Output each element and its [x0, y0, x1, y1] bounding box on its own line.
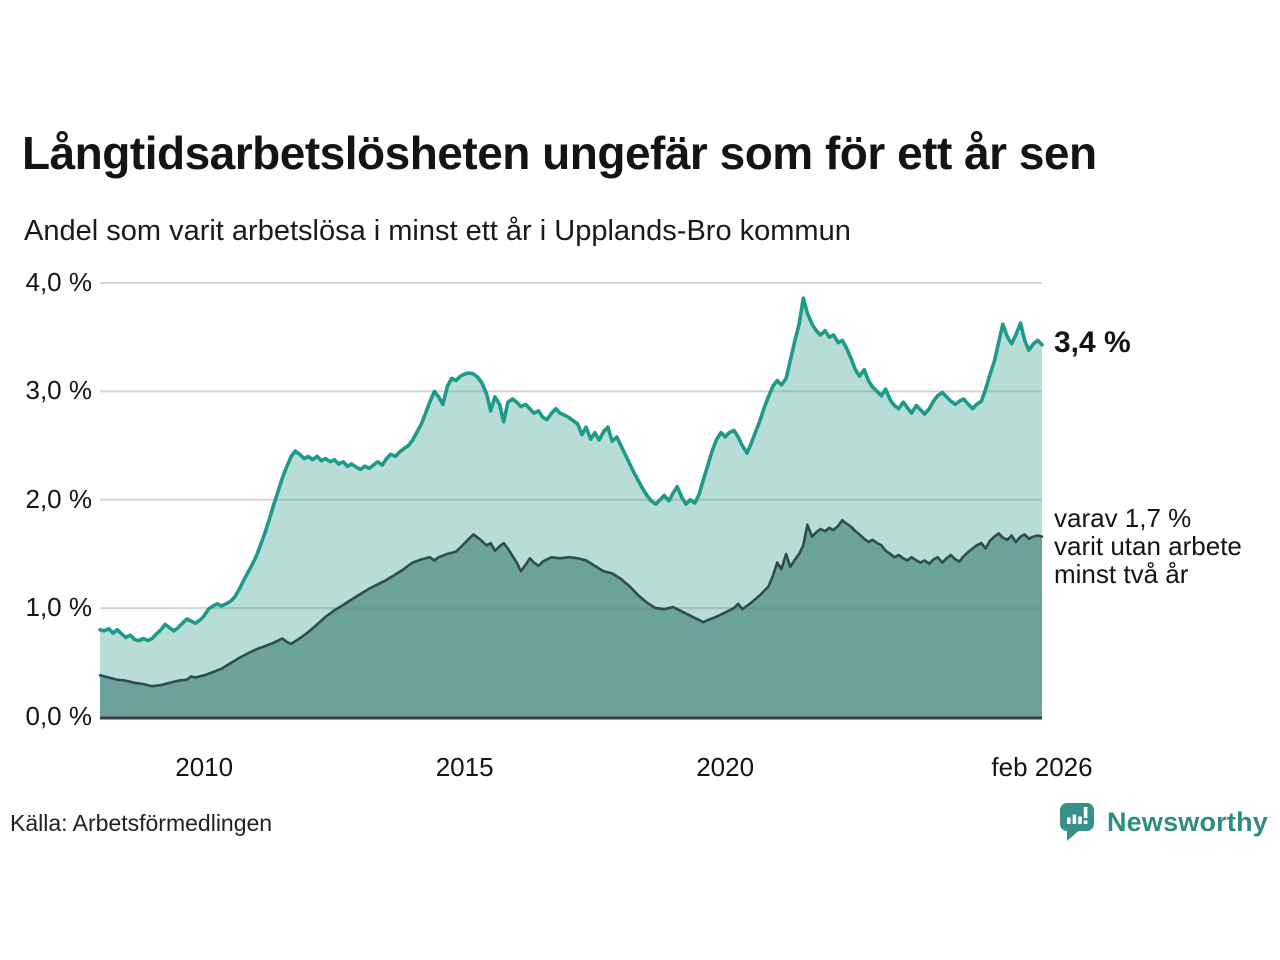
area-fill-min-two-years	[100, 520, 1042, 717]
x-tick-label: feb 2026	[991, 752, 1093, 782]
source-attribution: Källa: Arbetsförmedlingen	[10, 810, 273, 836]
x-tick-label: 2015	[435, 752, 494, 782]
page-title: Långtidsarbetslösheten ungefär som för e…	[22, 127, 1097, 179]
bar-chart-pin-icon	[1059, 803, 1094, 841]
latest-value-label: 3,4 %	[1054, 325, 1131, 359]
y-tick-label: 1,0 %	[25, 592, 93, 623]
brand-name: Newsworthy	[1106, 806, 1268, 837]
y-tick-label: 4,0 %	[25, 267, 93, 297]
x-tick-label: 2020	[696, 752, 755, 782]
y-tick-label: 3,0 %	[25, 375, 93, 406]
line-min-two-years	[98, 519, 1044, 688]
chart-subtitle: Andel som varit arbetslösa i minst ett å…	[24, 215, 851, 247]
y-tick-label: 0,0 %	[25, 700, 93, 731]
secondary-value-label: varav 1,7 % varit utan arbete minst två …	[1054, 504, 1242, 588]
y-tick-label: 2,0 %	[25, 483, 93, 514]
secondary-label-line: varit utan arbete	[1054, 530, 1242, 561]
secondary-label-line: varav 1,7 %	[1054, 502, 1192, 533]
secondary-label-line: minst två år	[1054, 558, 1189, 589]
line-min-one-year	[98, 296, 1044, 643]
x-tick-label: 2010	[175, 752, 234, 782]
brand-logo: Newsworthy	[1057, 800, 1268, 844]
